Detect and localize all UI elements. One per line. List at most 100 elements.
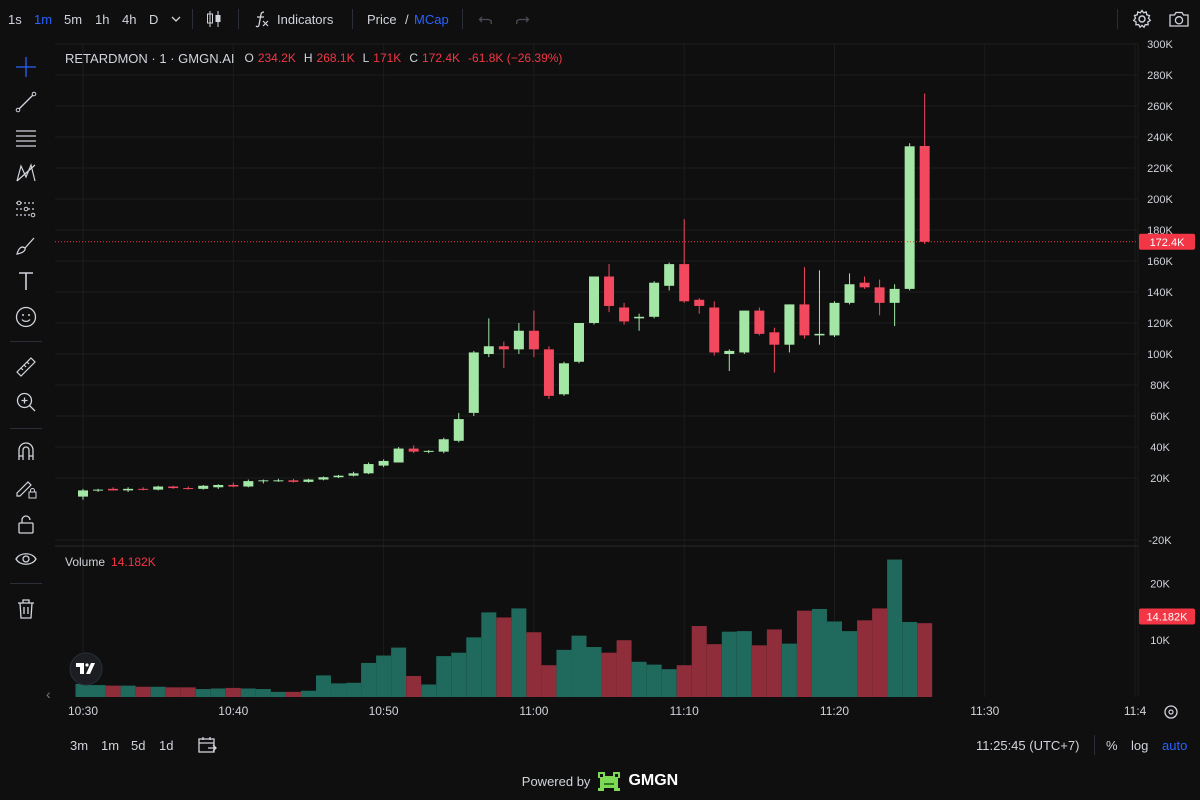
- volume-bar: [571, 635, 587, 697]
- candle-body: [694, 299, 705, 306]
- time-tick-label: 11:10: [670, 704, 699, 718]
- remove-drawings-tool[interactable]: [12, 595, 40, 623]
- interval-dropdown[interactable]: [170, 0, 182, 38]
- volume-bar: [616, 640, 632, 697]
- range-1d[interactable]: 1d: [159, 737, 174, 753]
- candle-body: [904, 146, 915, 289]
- volume-bar: [631, 661, 647, 697]
- crosshair-tool[interactable]: [12, 53, 40, 81]
- candle-body: [724, 350, 735, 354]
- price-tick-label: 280K: [1147, 70, 1173, 82]
- time-axis: 10:30 10:40 10:50 11:00 11:10 11:20 11:30 11:4: [68, 704, 1147, 718]
- log-scale-toggle[interactable]: log: [1131, 737, 1149, 753]
- range-3m[interactable]: 3m: [70, 737, 89, 753]
- volume-bar: [511, 608, 527, 697]
- fib-tool[interactable]: [12, 124, 40, 152]
- volume-bar: [376, 655, 392, 697]
- candle-body: [138, 488, 149, 490]
- volume-bar: [526, 632, 542, 697]
- tradingview-logo-icon: [69, 652, 103, 686]
- volume-bar: [481, 612, 497, 697]
- interval-5m[interactable]: 5m: [64, 11, 83, 27]
- volume-value: 14.182K: [111, 555, 156, 569]
- interval-4h[interactable]: 4h: [122, 11, 137, 27]
- trend-line-tool[interactable]: [12, 88, 40, 116]
- volume-bar: [827, 621, 842, 697]
- lock-drawing-tool[interactable]: [12, 474, 40, 502]
- volume-bar: [736, 631, 752, 697]
- volume-bar: [646, 664, 662, 697]
- volume-bar: [751, 645, 767, 697]
- volume-axis: 10K 20K: [1150, 578, 1170, 647]
- volume-bar: [255, 689, 271, 697]
- price-tick-label: -20K: [1148, 535, 1172, 547]
- gmgn-brand: GMGN: [628, 772, 679, 789]
- candle-body: [78, 490, 88, 497]
- brush-icon: [16, 237, 35, 255]
- volume-bar: [150, 686, 166, 697]
- high-value: 268.1K: [316, 51, 355, 65]
- forecast-tool[interactable]: [12, 195, 40, 223]
- powered-by-text: Powered by: [521, 773, 591, 789]
- chart-type-button[interactable]: [204, 0, 224, 38]
- candle-body: [604, 276, 615, 306]
- candle-body: [108, 488, 119, 491]
- crosshair-icon: [16, 57, 36, 77]
- magnet-tool[interactable]: [12, 438, 40, 466]
- interval-1h[interactable]: 1h: [95, 11, 110, 27]
- candle-body: [799, 304, 810, 336]
- lock-tool[interactable]: [12, 510, 40, 538]
- emoji-tool[interactable]: [12, 303, 40, 331]
- volume-bar: [796, 610, 812, 697]
- range-5d[interactable]: 5d: [131, 737, 146, 753]
- undo-button[interactable]: [478, 0, 494, 38]
- auto-scale-toggle[interactable]: auto: [1162, 737, 1188, 753]
- candles-icon: [207, 11, 221, 27]
- volume-tick-label: 10K: [1150, 635, 1170, 647]
- interval-D[interactable]: D: [149, 11, 159, 27]
- clock[interactable]: 11:25:45 (UTC+7): [976, 737, 1080, 753]
- bottom-divider: [1094, 735, 1095, 755]
- trend-line-icon: [15, 91, 37, 113]
- visibility-tool[interactable]: [12, 545, 40, 573]
- settings-button[interactable]: [1131, 0, 1153, 38]
- forecast-icon: [16, 200, 36, 218]
- price-toggle[interactable]: Price: [367, 11, 397, 27]
- volume-bar: [346, 682, 362, 697]
- mcap-toggle[interactable]: MCap: [414, 11, 449, 27]
- candle-body: [589, 276, 600, 323]
- candle-body: [453, 419, 464, 441]
- interval-1m[interactable]: 1m: [34, 11, 53, 27]
- range-1m[interactable]: 1m: [101, 737, 120, 753]
- indicators-label: Indicators: [277, 11, 334, 27]
- screenshot-button[interactable]: [1168, 0, 1190, 38]
- goto-date-button[interactable]: [197, 730, 217, 760]
- volume-bars: [75, 559, 933, 697]
- undo-icon: [478, 16, 493, 25]
- pattern-tool[interactable]: [12, 159, 40, 187]
- candle-body: [649, 282, 660, 317]
- collapse-sidebar-button[interactable]: ‹: [46, 686, 51, 702]
- candle-body: [754, 310, 765, 334]
- volume-bar: [315, 675, 331, 697]
- percent-scale-toggle[interactable]: %: [1106, 737, 1118, 753]
- open-value: 234.2K: [257, 51, 296, 65]
- candle-body: [784, 304, 795, 345]
- interval-1s[interactable]: 1s: [8, 11, 22, 27]
- price-axis: -20K 20K 40K 60K 80K 100K 120K 140K 160K 180K 200K…: [1147, 39, 1173, 547]
- ruler-tool[interactable]: [12, 353, 40, 381]
- redo-button[interactable]: [514, 0, 530, 38]
- zoom-tool[interactable]: [12, 388, 40, 416]
- volume-bar: [105, 685, 121, 697]
- function-icon: [255, 11, 269, 28]
- candle-body: [619, 307, 630, 322]
- candle-body: [829, 302, 840, 336]
- candle-body: [273, 480, 284, 482]
- candle-body: [679, 264, 690, 302]
- indicators-button[interactable]: Indicators: [253, 0, 333, 38]
- brush-tool[interactable]: [12, 231, 40, 259]
- text-tool[interactable]: [12, 267, 40, 295]
- top-toolbar: 1s 1m 5m 1h 4h D Indicators Price / MCap: [0, 0, 1200, 38]
- time-tick-label: 11:4: [1124, 704, 1147, 718]
